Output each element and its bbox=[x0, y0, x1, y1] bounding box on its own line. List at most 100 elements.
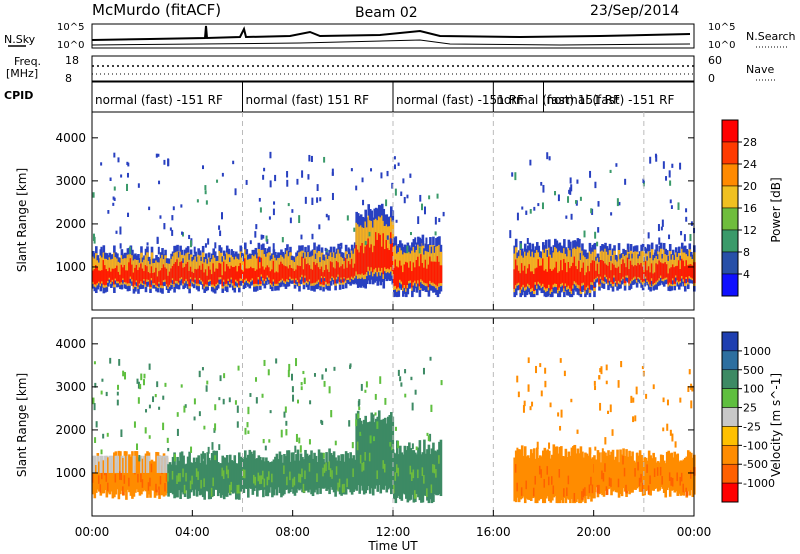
power-speckle bbox=[397, 162, 400, 166]
power-speckle bbox=[287, 203, 290, 207]
velocity-speckle bbox=[527, 384, 530, 392]
power-cell bbox=[206, 263, 209, 287]
power-cell bbox=[388, 226, 392, 274]
velocity-cell bbox=[185, 472, 188, 482]
colorbar-tick-label: -25 bbox=[743, 420, 761, 433]
velocity-speckle bbox=[359, 431, 362, 436]
power-speckle bbox=[126, 172, 129, 178]
velocity-cell bbox=[186, 456, 190, 499]
power-cell bbox=[198, 265, 202, 279]
power-speckle bbox=[386, 170, 389, 177]
velocity-cell bbox=[667, 450, 671, 488]
velocity-cell bbox=[677, 461, 681, 494]
velocity-speckle bbox=[222, 398, 225, 405]
velocity-speckle bbox=[674, 441, 677, 448]
velocity-cell bbox=[352, 468, 355, 478]
velocity-cell bbox=[93, 457, 97, 499]
velocity-speckle bbox=[94, 382, 97, 388]
velocity-cell bbox=[301, 468, 304, 478]
power-speckle bbox=[624, 178, 627, 185]
velocity-cell bbox=[576, 448, 580, 500]
velocity-speckle bbox=[632, 416, 635, 423]
velocity-speckle bbox=[414, 389, 417, 395]
velocity-speckle bbox=[321, 420, 324, 425]
velocity-cell bbox=[551, 476, 554, 485]
power-cell bbox=[605, 264, 609, 277]
velocity-speckle bbox=[300, 386, 303, 391]
velocity-speckle bbox=[309, 400, 312, 405]
velocity-cell bbox=[557, 453, 560, 504]
power-cell bbox=[350, 258, 354, 277]
power-cell bbox=[346, 267, 349, 279]
power-cell bbox=[192, 272, 196, 283]
colorbar-tick-label: 8 bbox=[743, 246, 750, 259]
velocity-speckle bbox=[228, 397, 231, 403]
power-speckle bbox=[683, 234, 686, 242]
power-speckle bbox=[526, 238, 529, 245]
velocity-cell bbox=[423, 439, 426, 496]
velocity-cell bbox=[317, 449, 321, 489]
colorbar-tick-label: 12 bbox=[743, 224, 757, 237]
velocity-cell bbox=[346, 453, 349, 489]
power-cell bbox=[385, 239, 389, 270]
velocity-cell bbox=[520, 487, 524, 496]
velocity-cell bbox=[408, 442, 411, 501]
power-speckle bbox=[434, 231, 437, 236]
power-cell bbox=[604, 248, 607, 278]
velocity-speckle bbox=[397, 441, 400, 449]
power-cell bbox=[560, 260, 563, 284]
velocity-cell bbox=[414, 452, 417, 502]
power-speckle bbox=[171, 215, 174, 221]
velocity-cell bbox=[159, 475, 163, 485]
power-speckle bbox=[127, 212, 130, 218]
nave-label: Nave bbox=[746, 63, 774, 76]
power-cell bbox=[328, 255, 331, 286]
power-cell bbox=[380, 246, 384, 268]
velocity-cell bbox=[200, 479, 203, 489]
velocity-cell bbox=[119, 471, 122, 480]
power-cell bbox=[216, 268, 220, 283]
velocity-cell bbox=[631, 451, 634, 493]
velocity-cell bbox=[438, 455, 441, 464]
nsky-tick-bottom: 10^0 bbox=[57, 40, 84, 51]
power-cell bbox=[661, 263, 664, 280]
power-speckle bbox=[669, 199, 672, 204]
y-tick-label: 2000 bbox=[55, 217, 86, 231]
velocity-cell bbox=[143, 456, 146, 491]
velocity-speckle bbox=[148, 363, 151, 370]
velocity-speckle bbox=[198, 370, 201, 378]
power-cell bbox=[105, 269, 109, 285]
power-cell bbox=[599, 260, 603, 277]
power-cell bbox=[421, 262, 425, 281]
power-cell bbox=[171, 265, 175, 279]
velocity-cell bbox=[361, 424, 364, 491]
power-speckle bbox=[361, 177, 364, 183]
velocity-speckle bbox=[609, 404, 612, 413]
velocity-cell bbox=[141, 458, 145, 492]
velocity-cell bbox=[111, 458, 115, 499]
power-cell bbox=[215, 268, 219, 284]
power-cell bbox=[165, 268, 169, 285]
velocity-cell bbox=[176, 475, 179, 485]
velocity-speckle bbox=[321, 374, 324, 380]
velocity-speckle bbox=[351, 442, 354, 449]
velocity-cell bbox=[233, 455, 237, 493]
power-cell bbox=[541, 258, 545, 284]
velocity-speckle bbox=[544, 380, 547, 388]
velocity-cell bbox=[237, 452, 241, 500]
velocity-cell bbox=[427, 444, 431, 504]
velocity-speckle bbox=[116, 399, 119, 406]
velocity-cell bbox=[283, 453, 286, 495]
power-speckle bbox=[554, 191, 557, 196]
power-speckle bbox=[304, 196, 307, 204]
velocity-speckle bbox=[247, 430, 250, 434]
velocity-cell bbox=[364, 452, 368, 461]
velocity-cell bbox=[514, 450, 518, 503]
velocity-speckle bbox=[292, 394, 295, 402]
power-cell bbox=[362, 253, 366, 276]
velocity-cell bbox=[260, 460, 264, 490]
velocity-speckle bbox=[349, 365, 352, 369]
velocity-speckle bbox=[599, 368, 602, 373]
power-cell bbox=[197, 268, 200, 284]
power-speckle bbox=[347, 247, 350, 252]
